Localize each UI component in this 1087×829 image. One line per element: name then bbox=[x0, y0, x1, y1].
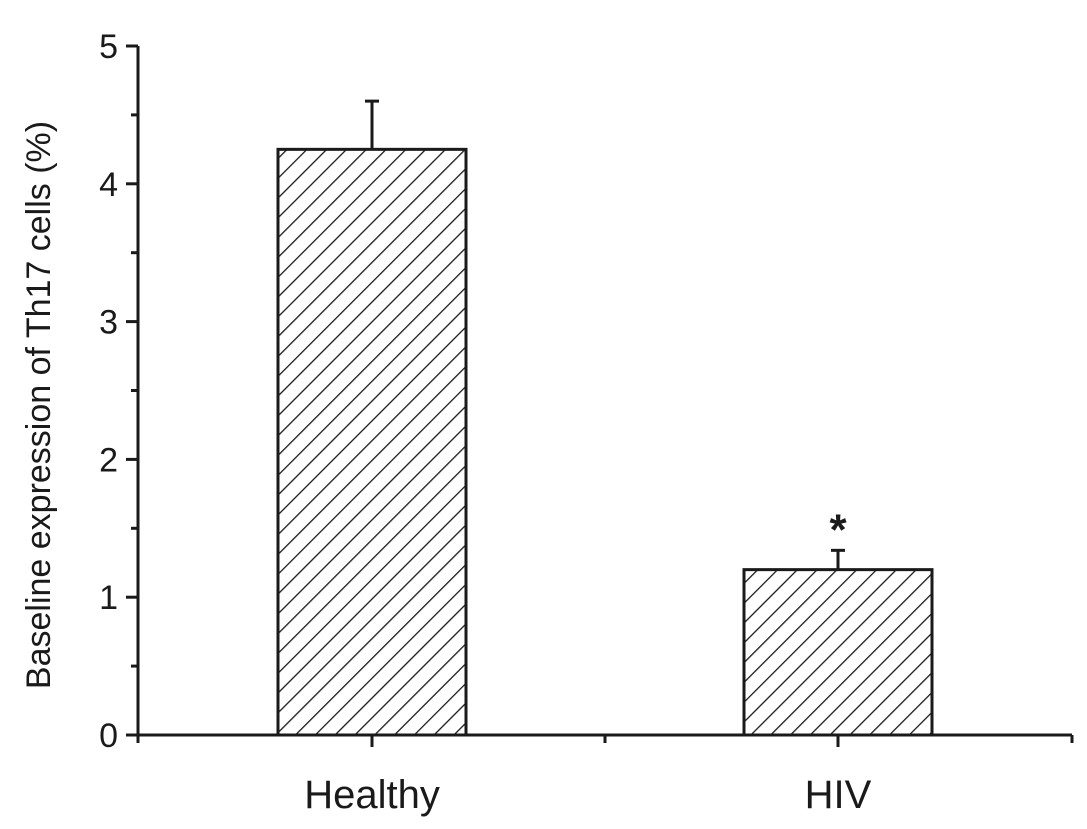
y-tick-label: 0 bbox=[99, 717, 118, 755]
x-category-label: HIV bbox=[805, 773, 872, 817]
bar-healthy bbox=[276, 147, 468, 737]
significance-marker: * bbox=[829, 505, 847, 554]
bar-hiv bbox=[742, 568, 934, 737]
y-tick-label: 1 bbox=[99, 579, 118, 617]
y-tick-label: 4 bbox=[99, 166, 118, 204]
y-axis-title: Baseline expression of Th17 cells (%) bbox=[20, 121, 58, 689]
y-tick-label: 5 bbox=[99, 28, 118, 66]
x-category-label: Healthy bbox=[304, 773, 440, 817]
y-tick-label: 2 bbox=[99, 441, 118, 479]
y-tick-label: 3 bbox=[99, 304, 118, 342]
